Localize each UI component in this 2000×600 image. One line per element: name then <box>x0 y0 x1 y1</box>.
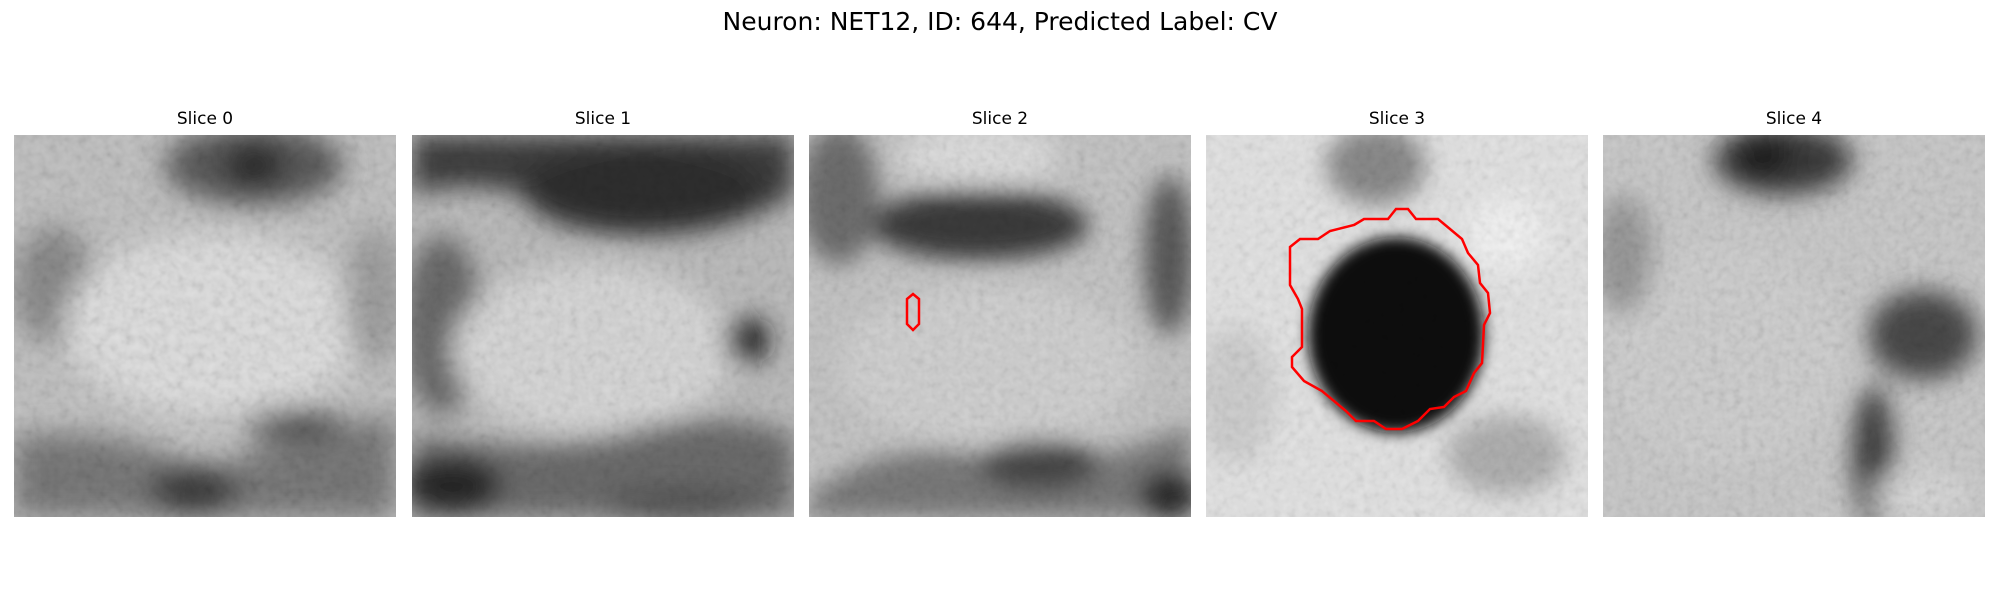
slice-1-svg <box>412 135 794 517</box>
slice-image <box>14 135 396 517</box>
slice-title: Slice 4 <box>1765 109 1823 129</box>
slice-title: Slice 1 <box>574 109 632 129</box>
slice-title: Slice 2 <box>971 109 1029 129</box>
slice-0-svg <box>14 135 396 517</box>
slice-title: Slice 0 <box>176 109 234 129</box>
slice-image <box>1603 135 1985 517</box>
figure-title: Neuron: NET12, ID: 644, Predicted Label:… <box>722 7 1278 36</box>
slice-image <box>1206 135 1588 517</box>
slice-image <box>412 135 794 517</box>
slice-3-svg <box>1206 135 1588 517</box>
slice-image <box>809 135 1191 517</box>
contour-small <box>905 292 921 332</box>
slice-2-svg <box>809 135 1191 517</box>
slice-title: Slice 3 <box>1368 109 1426 129</box>
contour-large <box>1288 207 1492 431</box>
slice-4-svg <box>1603 135 1985 517</box>
